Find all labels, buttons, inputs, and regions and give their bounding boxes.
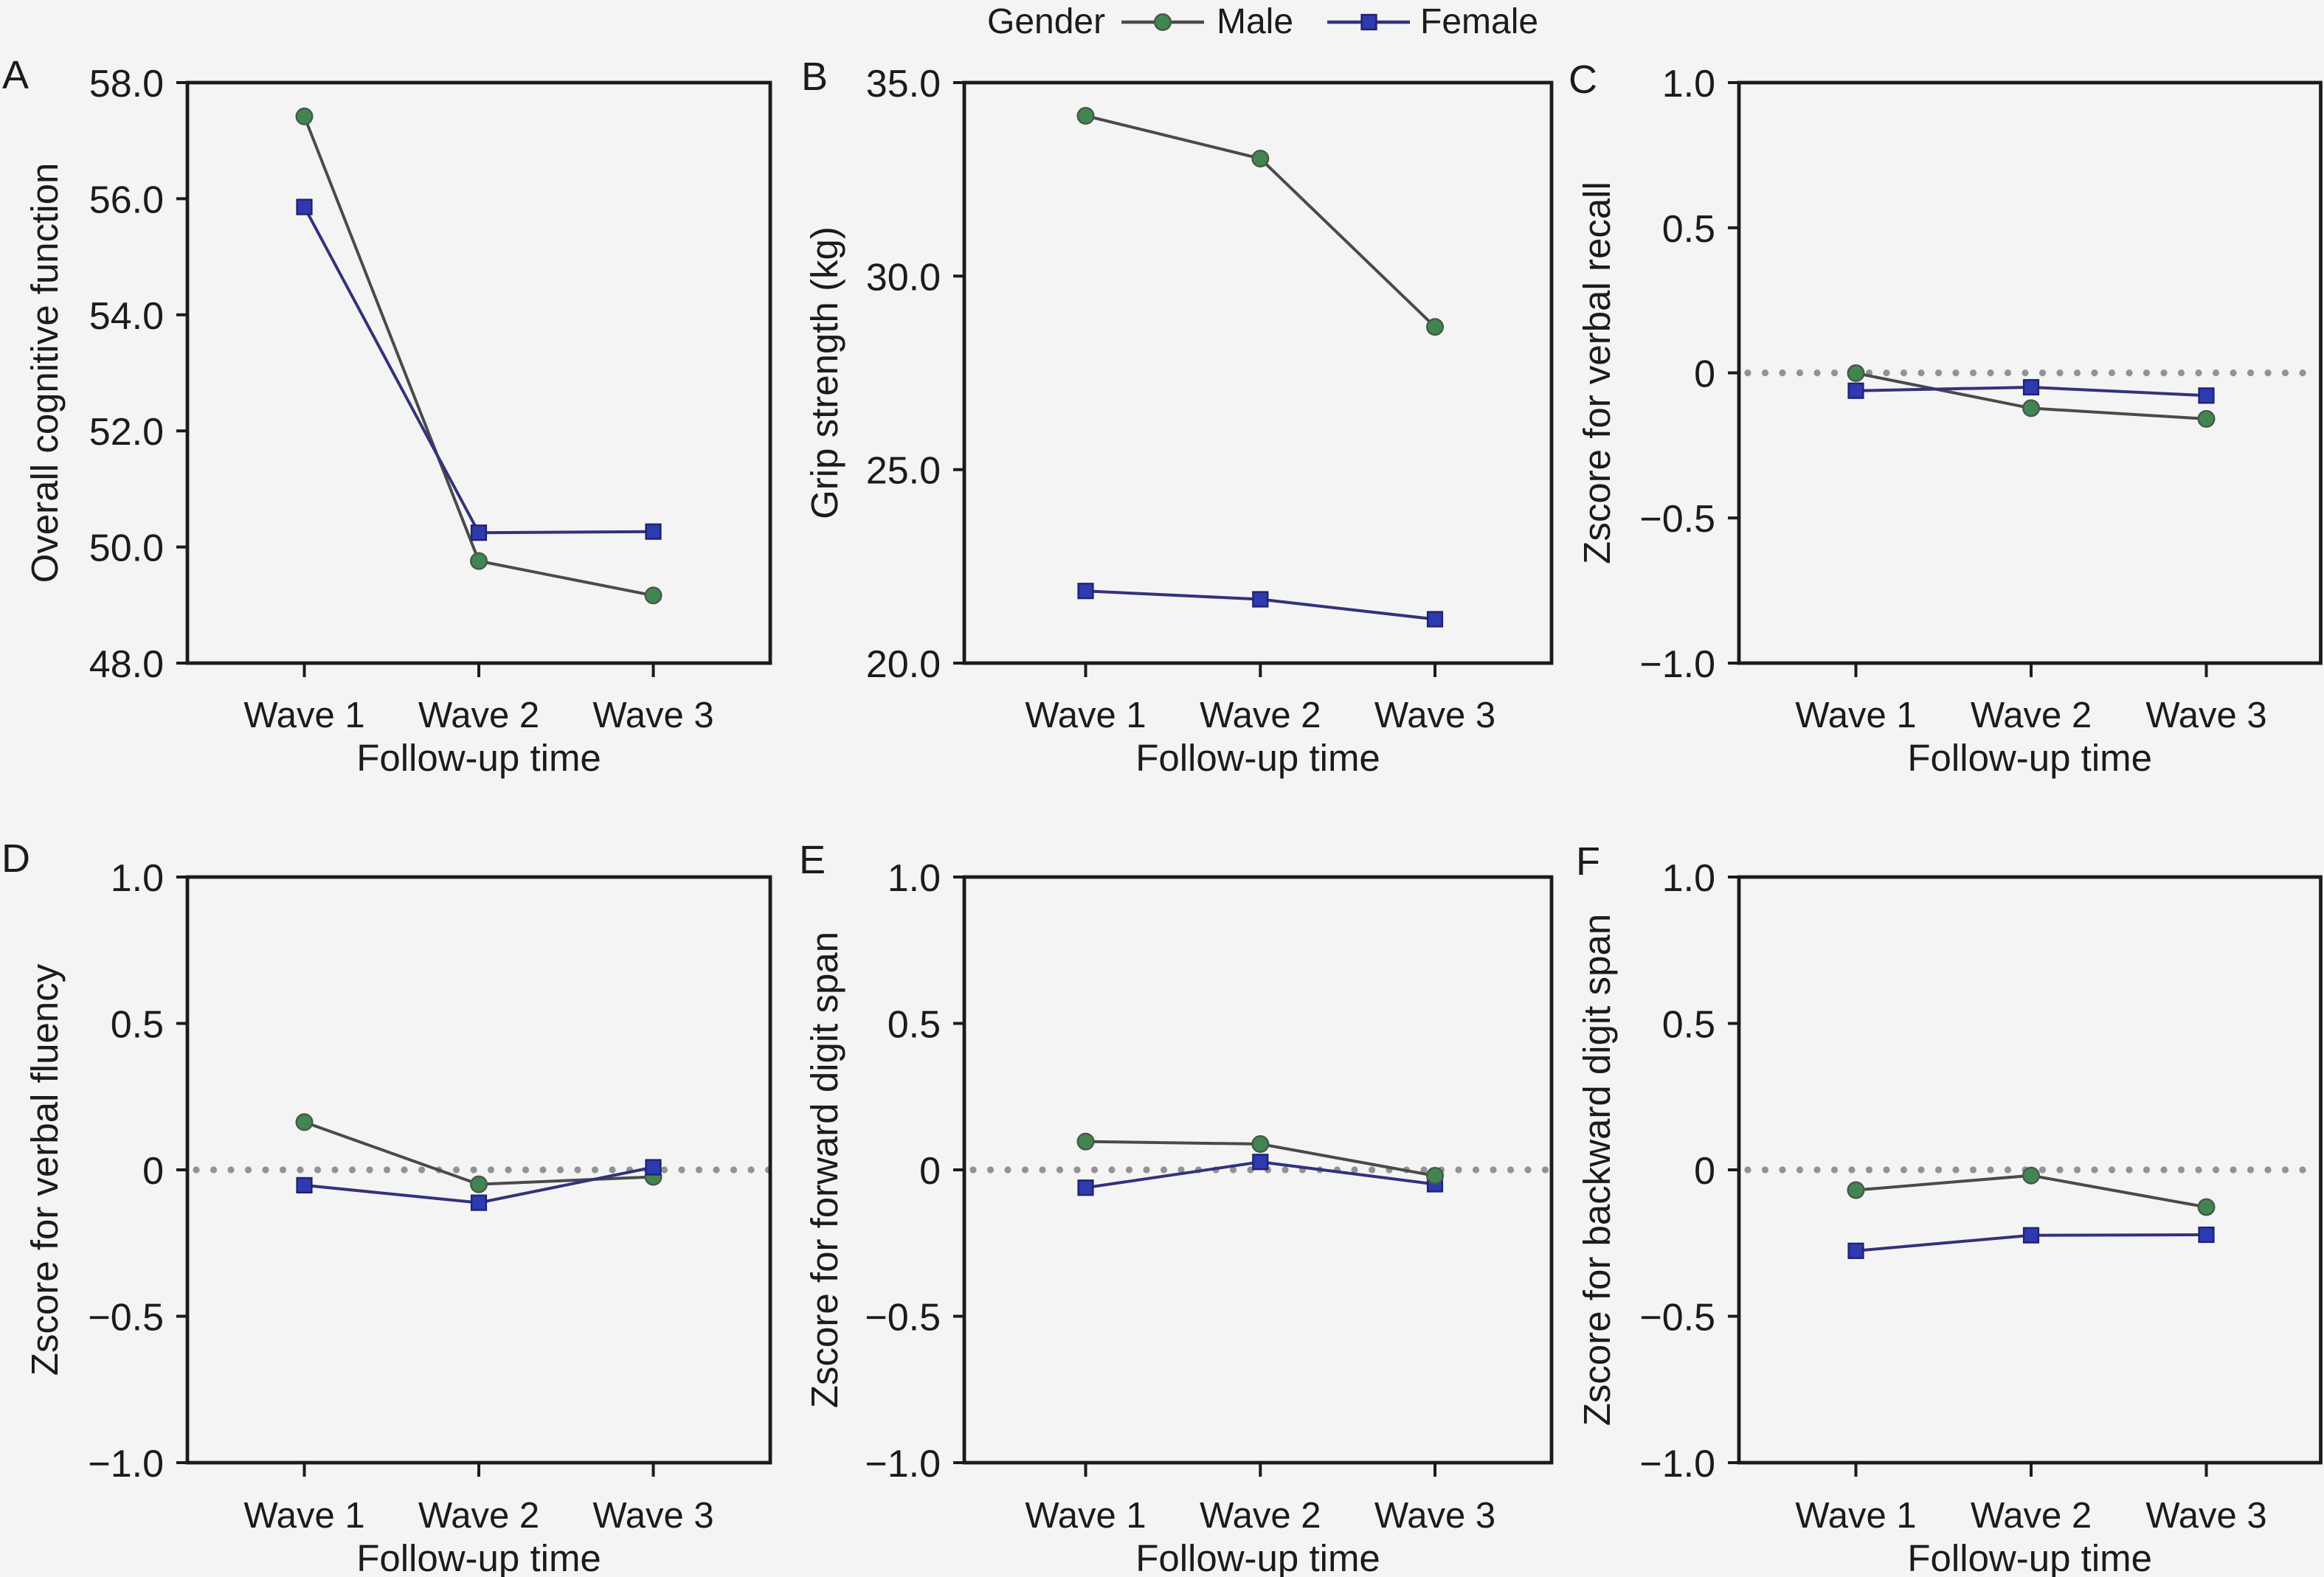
svg-text:0.5: 0.5 bbox=[111, 1004, 164, 1047]
svg-text:0.5: 0.5 bbox=[1662, 208, 1715, 251]
svg-text:Zscore for backward digit span: Zscore for backward digit span bbox=[1576, 914, 1618, 1426]
svg-text:−0.5: −0.5 bbox=[865, 1297, 941, 1339]
svg-text:Male: Male bbox=[1217, 2, 1293, 41]
svg-text:54.0: 54.0 bbox=[89, 295, 164, 338]
svg-text:B: B bbox=[801, 55, 828, 99]
svg-text:−0.5: −0.5 bbox=[88, 1297, 164, 1339]
svg-text:Wave 3: Wave 3 bbox=[2145, 1496, 2266, 1536]
svg-text:20.0: 20.0 bbox=[866, 643, 941, 686]
svg-text:1.0: 1.0 bbox=[1662, 63, 1715, 105]
svg-text:Follow-up time: Follow-up time bbox=[1135, 737, 1380, 779]
svg-text:−0.5: −0.5 bbox=[1639, 1297, 1715, 1339]
svg-text:52.0: 52.0 bbox=[89, 411, 164, 454]
svg-text:Gender: Gender bbox=[987, 2, 1105, 41]
svg-text:−1.0: −1.0 bbox=[88, 1443, 164, 1486]
svg-text:58.0: 58.0 bbox=[89, 63, 164, 105]
svg-text:30.0: 30.0 bbox=[866, 256, 941, 299]
svg-text:Follow-up time: Follow-up time bbox=[1135, 1537, 1380, 1577]
svg-text:25.0: 25.0 bbox=[866, 450, 941, 493]
svg-text:56.0: 56.0 bbox=[89, 179, 164, 221]
svg-text:−1.0: −1.0 bbox=[1639, 643, 1715, 686]
svg-text:Female: Female bbox=[1420, 2, 1538, 41]
svg-text:Zscore for forward digit span: Zscore for forward digit span bbox=[803, 932, 845, 1408]
svg-text:Wave 2: Wave 2 bbox=[1971, 1496, 2092, 1536]
svg-text:Overall cognitive function: Overall cognitive function bbox=[24, 163, 66, 583]
svg-text:Follow-up time: Follow-up time bbox=[1907, 1537, 2152, 1577]
svg-text:Zscore for verbal recall: Zscore for verbal recall bbox=[1576, 181, 1618, 564]
svg-text:Wave 3: Wave 3 bbox=[1374, 1496, 1495, 1536]
svg-text:1.0: 1.0 bbox=[888, 857, 941, 900]
svg-text:Wave 3: Wave 3 bbox=[592, 696, 713, 735]
svg-text:0: 0 bbox=[1694, 1150, 1715, 1193]
svg-text:Wave 1: Wave 1 bbox=[243, 1496, 364, 1536]
svg-text:Wave 3: Wave 3 bbox=[2145, 696, 2266, 735]
svg-text:Grip strength (kg): Grip strength (kg) bbox=[803, 226, 845, 519]
svg-text:1.0: 1.0 bbox=[1662, 857, 1715, 900]
svg-text:Wave 2: Wave 2 bbox=[418, 1496, 539, 1536]
svg-text:Wave 3: Wave 3 bbox=[1374, 696, 1495, 735]
svg-text:−1.0: −1.0 bbox=[865, 1443, 941, 1486]
svg-text:Follow-up time: Follow-up time bbox=[356, 737, 601, 779]
svg-text:0.5: 0.5 bbox=[1662, 1004, 1715, 1047]
svg-text:0: 0 bbox=[1694, 353, 1715, 396]
svg-text:0.5: 0.5 bbox=[888, 1004, 941, 1047]
svg-text:Wave 2: Wave 2 bbox=[1200, 696, 1321, 735]
svg-text:48.0: 48.0 bbox=[89, 643, 164, 686]
svg-text:1.0: 1.0 bbox=[111, 857, 164, 900]
svg-text:Zscore for verbal fluency: Zscore for verbal fluency bbox=[24, 963, 66, 1376]
svg-text:−0.5: −0.5 bbox=[1639, 498, 1715, 541]
svg-text:Wave 2: Wave 2 bbox=[1200, 1496, 1321, 1536]
svg-text:Follow-up time: Follow-up time bbox=[1907, 737, 2152, 779]
svg-text:0: 0 bbox=[142, 1150, 164, 1193]
svg-text:F: F bbox=[1576, 839, 1600, 884]
svg-text:−1.0: −1.0 bbox=[1639, 1443, 1715, 1486]
svg-text:Wave 1: Wave 1 bbox=[1025, 1496, 1146, 1536]
svg-text:Wave 3: Wave 3 bbox=[592, 1496, 713, 1536]
svg-text:35.0: 35.0 bbox=[866, 63, 941, 105]
svg-text:Wave 1: Wave 1 bbox=[1795, 696, 1916, 735]
svg-text:Wave 1: Wave 1 bbox=[1795, 1496, 1916, 1536]
svg-text:Wave 2: Wave 2 bbox=[1971, 696, 2092, 735]
svg-text:A: A bbox=[2, 53, 29, 97]
svg-text:Wave 1: Wave 1 bbox=[243, 696, 364, 735]
svg-text:C: C bbox=[1569, 58, 1597, 102]
svg-text:Follow-up time: Follow-up time bbox=[356, 1537, 601, 1577]
svg-text:0: 0 bbox=[919, 1150, 941, 1193]
svg-text:50.0: 50.0 bbox=[89, 527, 164, 570]
svg-text:E: E bbox=[799, 838, 826, 882]
svg-text:Wave 2: Wave 2 bbox=[418, 696, 539, 735]
svg-text:D: D bbox=[1, 836, 30, 881]
svg-text:Wave 1: Wave 1 bbox=[1025, 696, 1146, 735]
